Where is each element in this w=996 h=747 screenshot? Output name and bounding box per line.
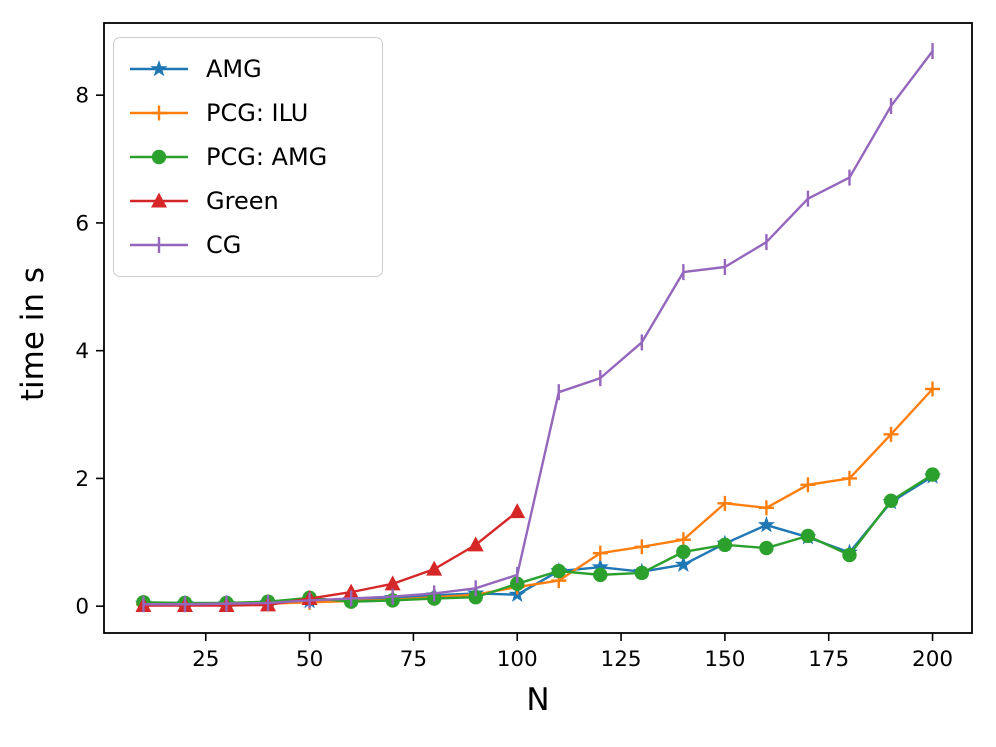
legend-marker-pcg-amg-icon xyxy=(130,149,188,165)
data-point-green-70 xyxy=(384,575,401,591)
legend-item-amg: AMG xyxy=(128,47,368,91)
data-point-pcg-amg-130 xyxy=(634,565,650,581)
plot-frame xyxy=(103,22,973,634)
data-point-pcg-amg-110 xyxy=(551,563,566,579)
x-axis-label: N xyxy=(526,682,550,718)
x-tick-label: 25 xyxy=(192,647,219,672)
legend-marker-cg-icon xyxy=(130,237,188,253)
data-point-pcg-ilu-200 xyxy=(925,381,941,397)
legend: AMG PCG: ILU PCG: AMG Green CG xyxy=(113,37,383,277)
legend-marker-pcg-ilu-icon xyxy=(130,105,188,121)
series-amg xyxy=(134,467,942,611)
data-point-pcg-amg-90 xyxy=(468,590,483,605)
legend-label: PCG: ILU xyxy=(206,99,309,127)
data-point-pcg-ilu-160 xyxy=(758,500,774,516)
data-point-pcg-amg-160 xyxy=(759,540,774,556)
y-tick-label: 8 xyxy=(75,84,89,109)
data-point-pcg-ilu-120 xyxy=(592,545,608,561)
legend-glyph-pcg-amg xyxy=(151,149,167,165)
legend-label: Green xyxy=(206,187,279,215)
y-tick-label: 4 xyxy=(75,339,89,364)
data-point-amg-140 xyxy=(674,555,692,572)
legend-glyph-pcg-ilu xyxy=(151,105,167,121)
series-line-cg xyxy=(143,50,934,606)
data-point-pcg-ilu-170 xyxy=(800,477,816,493)
series-line-pcg-ilu xyxy=(143,388,934,606)
legend-item-pcg-amg: PCG: AMG xyxy=(128,135,368,179)
legend-marker-amg-icon xyxy=(130,60,188,77)
x-tick-label: 75 xyxy=(400,647,427,672)
data-point-pcg-amg-180 xyxy=(842,547,857,563)
legend-label: CG xyxy=(206,231,242,259)
data-point-green-80 xyxy=(426,560,443,576)
series-cg xyxy=(142,43,934,613)
data-point-pcg-ilu-130 xyxy=(634,539,650,555)
x-tick-label: 125 xyxy=(601,647,642,672)
y-axis-label: time in s xyxy=(15,266,51,402)
data-point-pcg-amg-190 xyxy=(883,493,899,508)
data-point-green-100 xyxy=(509,503,526,519)
legend-item-cg: CG xyxy=(128,223,368,267)
x-tick-label: 175 xyxy=(808,647,849,672)
y-tick-label: 0 xyxy=(75,595,89,620)
series-line-green xyxy=(143,510,518,607)
data-point-pcg-amg-100 xyxy=(510,576,525,592)
legend-label: AMG xyxy=(206,55,262,83)
data-point-pcg-ilu-190 xyxy=(883,426,899,442)
x-tick-label: 200 xyxy=(912,647,953,672)
y-tick-label: 6 xyxy=(75,211,89,236)
legend-glyph-amg xyxy=(150,60,168,77)
x-tick-label: 100 xyxy=(497,647,538,672)
data-point-green-90 xyxy=(467,536,484,552)
data-point-pcg-amg-200 xyxy=(925,467,940,482)
data-point-pcg-ilu-150 xyxy=(717,495,733,511)
x-tick-label: 50 xyxy=(296,647,323,672)
legend-label: PCG: AMG xyxy=(206,143,328,171)
legend-item-pcg-ilu: PCG: ILU xyxy=(128,91,368,135)
legend-marker-green-icon xyxy=(130,192,188,208)
data-point-amg-160 xyxy=(757,516,775,533)
y-tick-label: 2 xyxy=(75,467,89,492)
data-point-amg-120 xyxy=(591,558,609,575)
data-point-pcg-ilu-180 xyxy=(841,470,857,486)
data-point-pcg-amg-140 xyxy=(676,544,691,560)
legend-glyph-green xyxy=(151,192,167,208)
data-point-pcg-amg-120 xyxy=(593,567,608,583)
x-tick-label: 150 xyxy=(704,647,745,672)
legend-item-green: Green xyxy=(128,179,368,223)
data-point-pcg-amg-170 xyxy=(800,528,816,544)
data-point-pcg-amg-150 xyxy=(717,537,733,553)
